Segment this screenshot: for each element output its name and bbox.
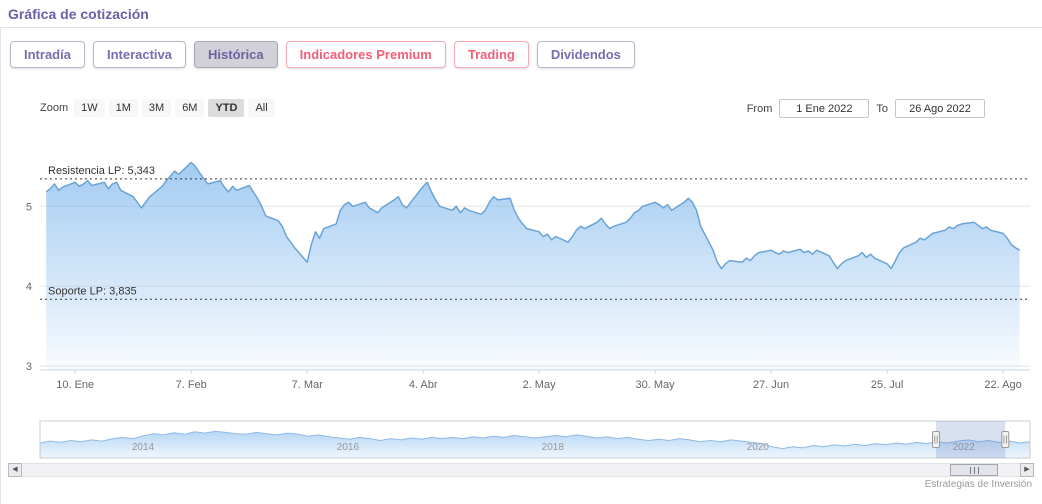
tab-indicadores-premium[interactable]: Indicadores Premium (285, 41, 446, 68)
scrollbar-left-arrow-icon[interactable]: ◀ (8, 463, 22, 477)
navigator-year-label: 2016 (337, 442, 360, 453)
y-axis-label: 4 (26, 281, 32, 293)
tab-trading[interactable]: Trading (453, 41, 529, 68)
x-axis-label: 7. Mar (292, 379, 324, 391)
x-axis-label: 27. Jun (753, 379, 789, 391)
annotation-label: Soporte LP: 3,835 (48, 285, 137, 297)
zoom-1m[interactable]: 1M (108, 99, 138, 117)
y-axis-label: 3 (26, 361, 32, 373)
page-title: Gráfica de cotización (8, 6, 149, 22)
navigator[interactable]: 2014 2016 2018 2020 2022 (0, 418, 1042, 462)
zoom-ytd[interactable]: YTD (208, 99, 245, 117)
navigator-handle-left[interactable] (932, 431, 940, 448)
y-axis-label: 5 (26, 201, 32, 213)
navigator-year-label: 2018 (542, 442, 565, 453)
tab-dividendos[interactable]: Dividendos (536, 41, 635, 68)
navigator-selection[interactable] (936, 421, 1006, 458)
left-border (0, 27, 1, 504)
x-axis-label: 30. May (636, 379, 676, 391)
scrollbar-right-arrow-icon[interactable]: ▶ (1020, 463, 1034, 477)
zoom-group: Zoom 1W 1M 3M 6M YTD All (40, 99, 275, 117)
zoom-1w[interactable]: 1W (74, 99, 105, 117)
annotation-label: Resistencia LP: 5,343 (48, 165, 155, 177)
tab-interactiva[interactable]: Interactiva (92, 41, 187, 68)
price-chart[interactable]: 3 4 5 10. Ene 7. Feb 7. Mar 4. Abr 2. May 30. Ma… (0, 130, 1042, 402)
header-divider (0, 27, 1042, 28)
x-axis-label: 22. Ago (984, 379, 1021, 391)
zoom-3m[interactable]: 3M (141, 99, 172, 117)
to-label: To (876, 102, 888, 115)
x-axis-label: 7. Feb (176, 379, 207, 391)
zoom-all[interactable]: All (248, 99, 275, 117)
scrollbar-track[interactable] (22, 463, 1020, 477)
price-area (46, 162, 1020, 370)
range-selector: Zoom 1W 1M 3M 6M YTD All From To (40, 99, 1030, 121)
x-axis-label: 10. Ene (56, 379, 94, 391)
zoom-6m[interactable]: 6M (175, 99, 205, 117)
x-axis-label: 4. Abr (409, 379, 438, 391)
chart-credit: Estrategias de Inversión (924, 479, 1032, 490)
scrollbar: ◀ ▶ (8, 463, 1034, 477)
scrollbar-grip-icon (969, 466, 979, 474)
tab-intradia[interactable]: Intradía (10, 41, 85, 68)
x-axis-label: 25. Jul (871, 379, 903, 391)
zoom-label: Zoom (40, 102, 69, 114)
navigator-area (40, 431, 1030, 458)
scrollbar-thumb[interactable] (950, 464, 999, 476)
navigator-year-label: 2022 (953, 442, 976, 453)
to-date-input[interactable] (895, 99, 985, 118)
x-axis-label: 2. May (523, 379, 557, 391)
date-range-inputs: From To (747, 99, 985, 118)
navigator-year-label: 2020 (747, 442, 770, 453)
chart-tabs: Intradía Interactiva Histórica Indicador… (10, 41, 635, 68)
navigator-line (39, 430, 1031, 450)
price-line (45, 161, 1020, 270)
from-date-input[interactable] (779, 99, 870, 118)
navigator-year-label: 2014 (132, 442, 155, 453)
tab-historica[interactable]: Histórica (194, 41, 278, 68)
navigator-handle-right[interactable] (1001, 431, 1010, 448)
from-label: From (746, 102, 773, 115)
